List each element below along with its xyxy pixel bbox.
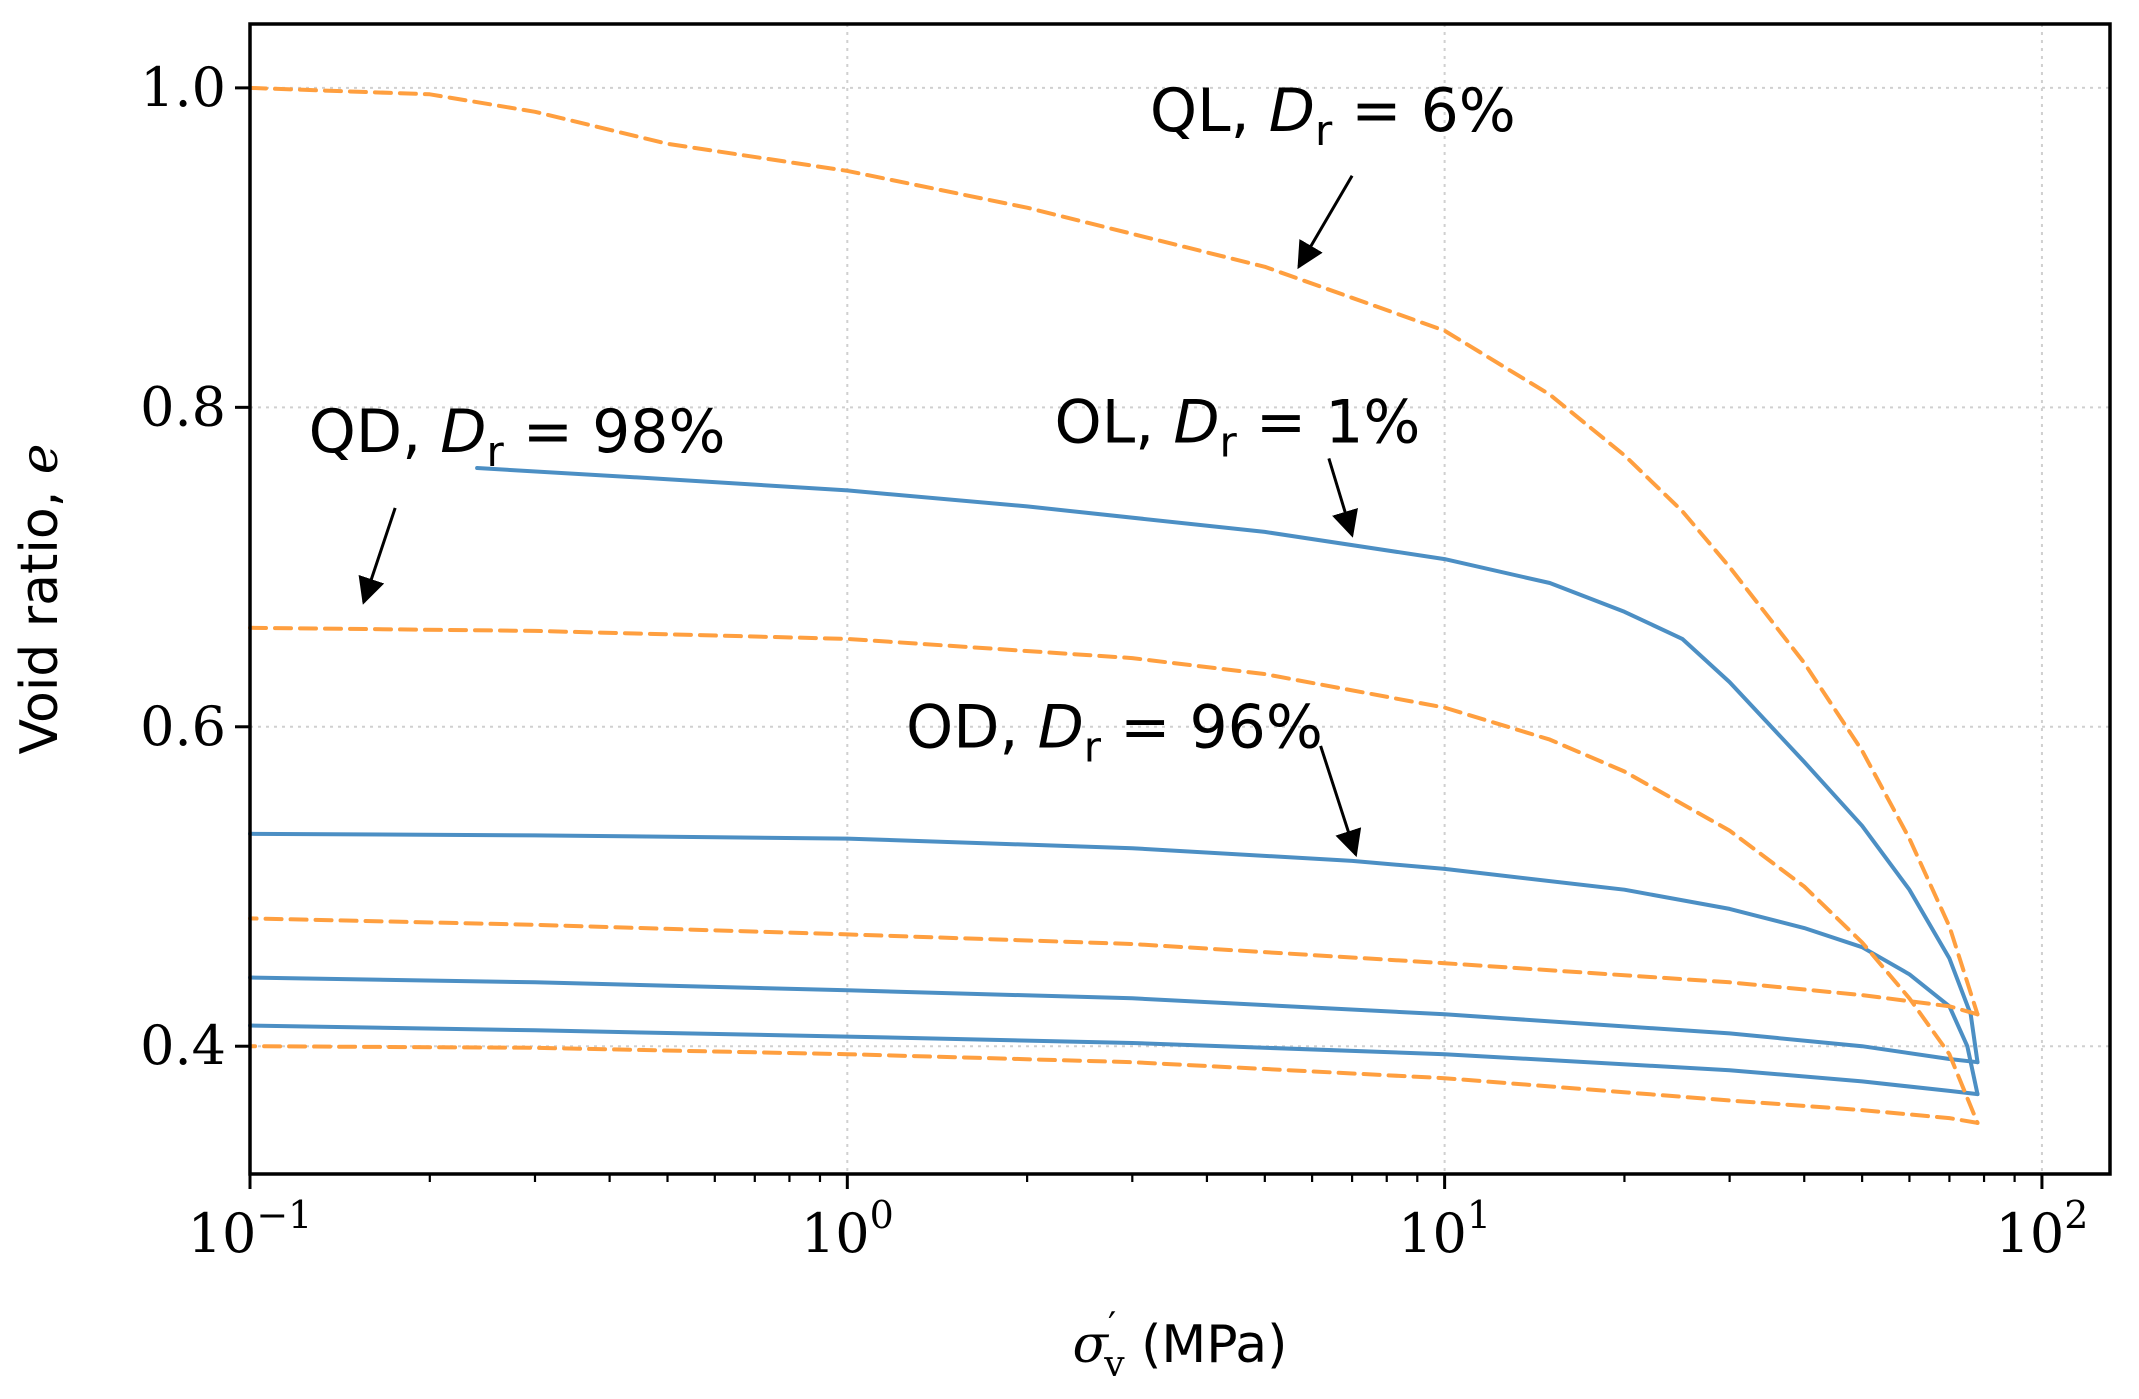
x-tick-label: 100 <box>801 1193 894 1265</box>
annotation-suffix: = 6% <box>1332 76 1516 146</box>
series-line-ql <box>248 85 1980 1017</box>
annotation-symbol: D <box>1038 693 1084 763</box>
annotation-prefix: OL, <box>1055 387 1174 457</box>
x-axis-label-symbol: σ <box>1073 1315 1110 1375</box>
y-tick-label: 0.4 <box>140 1014 226 1077</box>
y-axis-label-text: Void ratio, <box>10 474 70 754</box>
annotation-prefix: OD, <box>906 693 1038 763</box>
annotation-label-od: OD, Dr = 96% <box>906 693 1323 772</box>
annotation-arrow-ol <box>1327 458 1358 538</box>
annotation-symbol: D <box>440 397 486 467</box>
series-layer <box>248 85 1980 1125</box>
annotation-subscript: r <box>1084 723 1102 772</box>
series-line-ol-unload <box>248 975 1980 1065</box>
annotation-label-ql: QL, Dr = 6% <box>1150 76 1516 155</box>
x-tick-label-base: 10 <box>188 1202 257 1265</box>
x-tick-label: 102 <box>1995 1193 2088 1265</box>
x-axis-label-unit: (MPa) <box>1125 1315 1288 1375</box>
annotation-layer: QL, Dr = 6% OL, Dr = 1% QD, Dr = 98% OD, Dr… <box>309 76 1516 858</box>
y-tick-label: 1.0 <box>140 56 226 119</box>
series-line-ol <box>475 466 1980 1065</box>
y-axis-label: Void ratio, e <box>10 443 70 754</box>
x-tick-label-base: 10 <box>1995 1202 2064 1265</box>
annotation-arrow-qd <box>358 507 397 605</box>
annotation-suffix: = 98% <box>504 397 726 467</box>
x-tick-label-exponent: 0 <box>870 1193 894 1237</box>
annotation-arrow-ql <box>1297 174 1354 270</box>
series-line-ql-unload <box>248 916 1980 1017</box>
annotation-label-qd: QD, Dr = 98% <box>309 397 726 476</box>
series-line-qd-unload <box>248 1044 1980 1125</box>
annotation-prefix: QL, <box>1150 76 1269 146</box>
x-axis-label-subscript: v <box>1103 1344 1125 1385</box>
annotation-arrow-od <box>1319 745 1362 858</box>
series-line-od-unload <box>248 1023 1980 1097</box>
annotation-label-ol: OL, Dr = 1% <box>1055 387 1421 466</box>
x-tick-label-exponent: −1 <box>256 1193 312 1237</box>
series-line-qd <box>248 625 1980 1125</box>
plot-frame <box>248 22 2112 1176</box>
y-axis-label-symbol: e <box>10 443 70 474</box>
annotation-suffix: = 1% <box>1237 387 1421 457</box>
y-tick-label: 0.6 <box>140 695 226 758</box>
x-axis-label-prime: ′ <box>1108 1306 1116 1347</box>
annotation-symbol: D <box>1173 387 1219 457</box>
x-tick-label: 10−1 <box>188 1193 313 1265</box>
y-tick-label: 0.8 <box>140 375 226 438</box>
x-tick-label-exponent: 2 <box>2064 1193 2088 1237</box>
x-tick-label-base: 10 <box>1398 1202 1467 1265</box>
annotation-symbol: D <box>1269 76 1315 146</box>
annotation-subscript: r <box>486 427 504 476</box>
x-tick-label-exponent: 1 <box>1467 1193 1491 1237</box>
x-tick-label: 101 <box>1398 1193 1491 1265</box>
annotation-subscript: r <box>1315 106 1333 155</box>
annotation-subscript: r <box>1220 417 1238 466</box>
series-line-od <box>248 831 1980 1097</box>
x-tick-label-base: 10 <box>801 1202 870 1265</box>
annotation-suffix: = 96% <box>1101 693 1323 763</box>
annotation-prefix: QD, <box>309 397 441 467</box>
x-axis-label: σ′ v (MPa) <box>1073 1306 1288 1385</box>
